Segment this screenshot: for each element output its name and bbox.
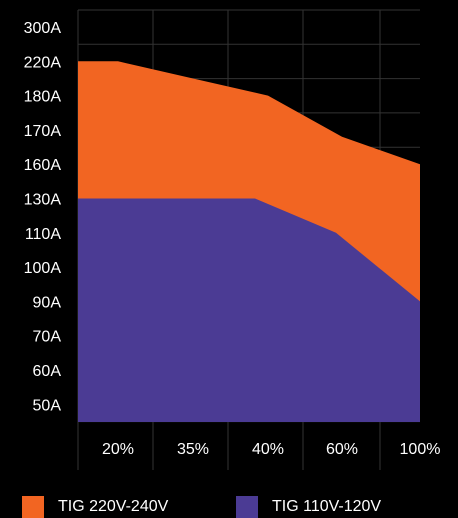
x-tick-label: 35% [177,441,209,458]
y-tick-label: 110A [25,226,62,243]
y-tick-label: 220A [24,54,62,71]
legend-swatch-110v [236,496,258,518]
x-tick-label: 100% [400,441,441,458]
y-axis-ticks: 300A 220A 180A 170A 160A 130A 110A 100A 90A 70A 60… [24,20,62,414]
y-tick-label: 130A [24,192,62,209]
y-tick-label: 160A [24,157,62,174]
area-series-110v [78,198,420,422]
legend-item-220v: TIG 220V-240V [22,496,168,518]
y-tick-label: 170A [24,123,62,140]
legend-swatch-220v [22,496,44,518]
chart-areas [78,61,420,423]
y-tick-label: 90A [33,294,62,311]
x-tick-label: 60% [326,441,358,458]
y-tick-label: 300A [24,20,62,37]
x-tick-label: 40% [252,441,284,458]
y-tick-label: 60A [33,363,62,380]
y-tick-label: 100A [24,260,62,277]
legend-item-110v: TIG 110V-120V [236,496,381,518]
x-axis-ticks: 20% 35% 40% 60% 100% [102,441,440,458]
legend-label-220v: TIG 220V-240V [58,498,169,515]
y-tick-label: 180A [24,89,62,106]
tig-duty-cycle-chart: 300A 220A 180A 170A 160A 130A 110A 100A 90A 70A 60… [24,9,440,470]
y-tick-label: 70A [33,329,62,346]
y-tick-label: 50A [33,397,62,414]
legend-label-110v: TIG 110V-120V [272,498,382,515]
x-tick-label: 20% [102,441,134,458]
